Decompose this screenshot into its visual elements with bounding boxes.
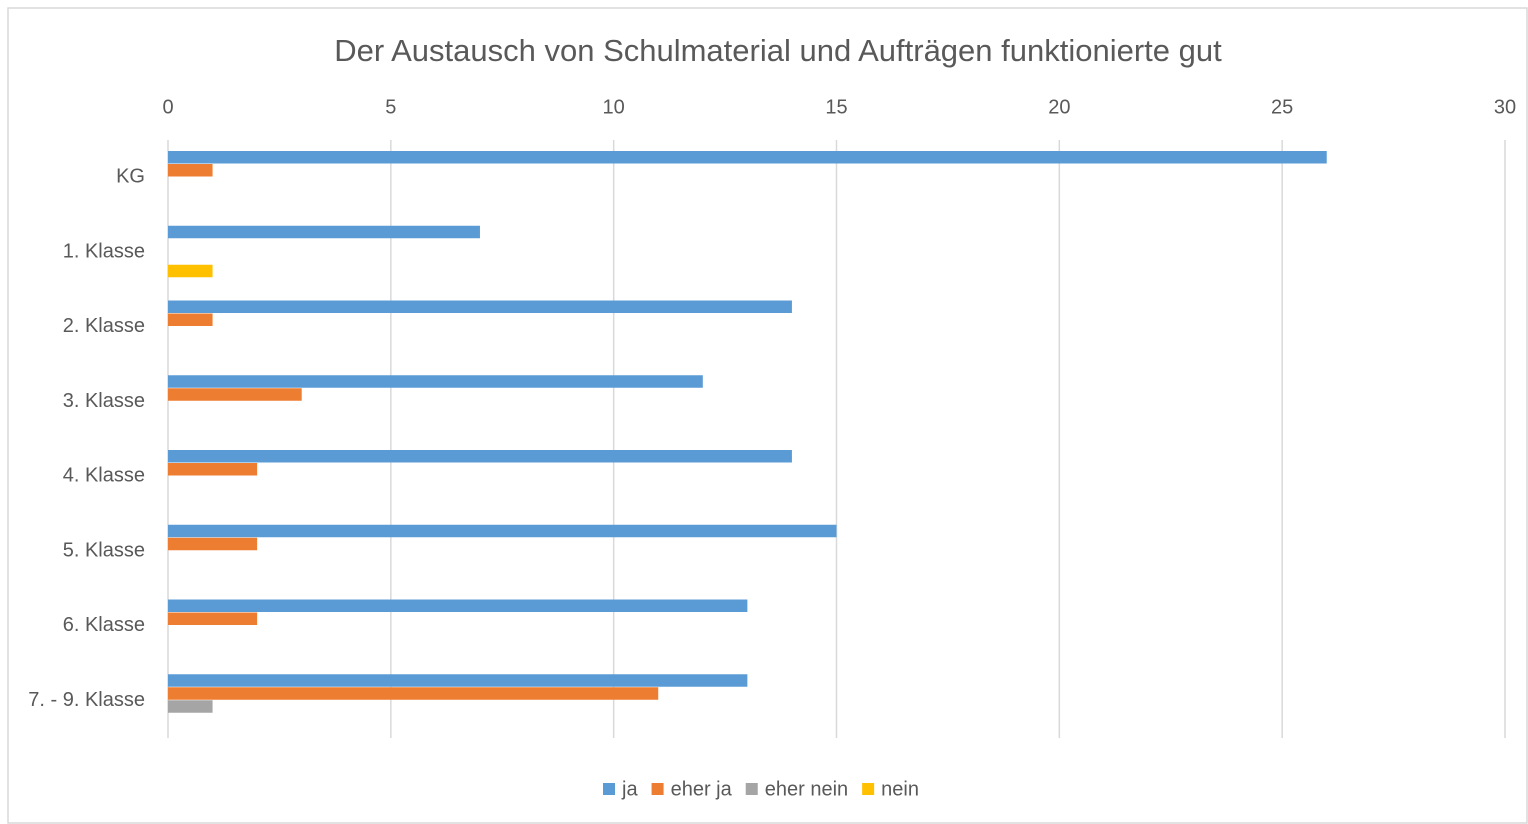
bar xyxy=(168,700,213,713)
y-tick-label: 3. Klasse xyxy=(63,390,145,412)
y-tick-label: 6. Klasse xyxy=(63,614,145,636)
y-tick-label: 4. Klasse xyxy=(63,465,145,487)
y-tick-label: KG xyxy=(116,166,145,188)
bar xyxy=(168,225,480,239)
bar xyxy=(168,674,748,687)
bar xyxy=(168,300,792,313)
legend-swatch xyxy=(603,783,615,795)
legend-label: eher ja xyxy=(671,778,733,800)
bar xyxy=(168,463,258,476)
legend-swatch xyxy=(745,783,758,795)
bar xyxy=(168,537,258,551)
x-tick-label: 0 xyxy=(162,96,173,118)
x-tick-label: 20 xyxy=(1048,96,1070,118)
bar xyxy=(168,612,258,625)
bar xyxy=(168,164,213,177)
legend-swatch xyxy=(862,783,875,795)
y-tick-label: 1. Klasse xyxy=(63,240,145,262)
bar xyxy=(168,388,302,401)
legend-label: nein xyxy=(881,778,919,800)
y-tick-label: 5. Klasse xyxy=(63,539,145,561)
x-tick-label: 25 xyxy=(1271,96,1293,118)
x-tick-label: 30 xyxy=(1494,96,1516,118)
y-tick-label: 2. Klasse xyxy=(63,315,145,337)
x-tick-label: 5 xyxy=(385,96,396,118)
x-tick-label: 10 xyxy=(603,96,625,118)
bar xyxy=(168,599,748,612)
chart-frame xyxy=(7,7,1528,824)
legend-label: ja xyxy=(621,778,638,800)
bar xyxy=(168,313,213,326)
bar xyxy=(168,375,703,388)
x-tick-label: 15 xyxy=(825,96,847,118)
bar xyxy=(168,450,792,463)
bar xyxy=(168,264,213,278)
legend-label: eher nein xyxy=(765,778,848,800)
bar xyxy=(168,687,659,700)
legend-swatch xyxy=(651,783,664,795)
bar xyxy=(168,524,837,538)
bar xyxy=(168,151,1327,164)
chart-title: Der Austausch von Schulmaterial und Auft… xyxy=(334,33,1222,68)
y-tick-label: 7. - 9. Klasse xyxy=(28,689,145,711)
